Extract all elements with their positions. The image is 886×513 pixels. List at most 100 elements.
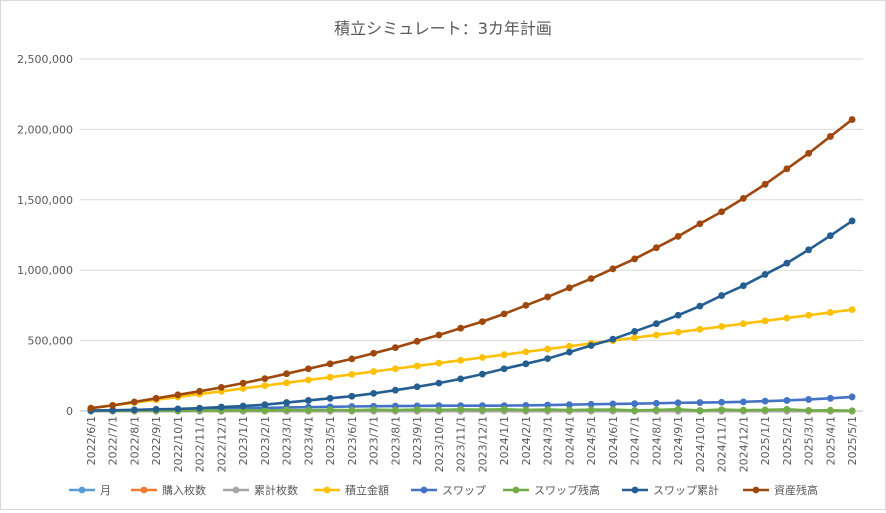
legend-label: 月 — [100, 484, 111, 497]
x-tick-label: 2024/1/1 — [498, 416, 511, 465]
data-point — [261, 401, 268, 408]
data-point — [479, 406, 486, 413]
y-tick-label: 1,500,000 — [17, 194, 73, 207]
x-tick-label: 2023/8/1 — [389, 416, 402, 465]
data-point — [762, 398, 769, 405]
data-point — [653, 406, 660, 413]
data-point — [588, 275, 595, 282]
x-tick-label: 2024/8/1 — [650, 416, 663, 465]
data-point — [479, 354, 486, 361]
data-point — [631, 328, 638, 335]
x-tick-label: 2024/7/1 — [629, 416, 642, 465]
data-point — [566, 284, 573, 291]
data-point — [827, 309, 834, 316]
data-point — [501, 365, 508, 372]
data-point — [631, 400, 638, 407]
x-tick-label: 2024/4/1 — [563, 416, 576, 465]
data-point — [261, 375, 268, 382]
data-point — [740, 320, 747, 327]
data-point — [588, 406, 595, 413]
legend-item-3: 累計枚数 — [223, 483, 298, 497]
data-point — [414, 383, 421, 390]
data-point — [762, 271, 769, 278]
legend-item-7: スワップ累計 — [622, 483, 719, 497]
data-point — [109, 402, 116, 409]
legend-label: 購入枚数 — [162, 483, 206, 497]
data-point — [718, 399, 725, 406]
data-point — [653, 332, 660, 339]
data-point — [675, 233, 682, 240]
legend-label: 積立金額 — [345, 483, 389, 497]
data-point — [588, 342, 595, 349]
data-point — [631, 334, 638, 341]
data-point — [849, 218, 856, 225]
data-point — [849, 394, 856, 401]
legend-label: スワップ累計 — [653, 483, 719, 497]
data-point — [718, 292, 725, 299]
data-point — [392, 365, 399, 372]
legend-item-6: スワップ残高 — [503, 483, 600, 497]
legend-label: スワップ — [442, 484, 486, 497]
data-point — [435, 332, 442, 339]
data-point — [805, 246, 812, 253]
data-point — [283, 399, 290, 406]
data-point — [653, 320, 660, 327]
data-point — [218, 404, 225, 411]
data-point — [348, 356, 355, 363]
x-tick-label: 2022/11/1 — [194, 416, 207, 472]
data-point — [327, 395, 334, 402]
data-point — [131, 398, 138, 405]
data-point — [348, 393, 355, 400]
data-point — [522, 406, 529, 413]
x-tick-label: 2023/9/1 — [411, 416, 424, 465]
data-point — [609, 265, 616, 272]
data-point — [131, 406, 138, 413]
data-point — [675, 329, 682, 336]
data-point — [849, 407, 856, 414]
data-point — [849, 306, 856, 313]
data-point — [544, 294, 551, 301]
x-tick-label: 2025/2/1 — [781, 416, 794, 465]
data-point — [435, 380, 442, 387]
x-tick-label: 2024/5/1 — [585, 416, 598, 465]
legend-marker — [141, 487, 148, 494]
data-point — [718, 208, 725, 215]
data-point — [174, 405, 181, 412]
data-point — [414, 406, 421, 413]
data-point — [457, 406, 464, 413]
data-point — [196, 405, 203, 412]
data-point — [522, 348, 529, 355]
x-tick-label: 2022/6/1 — [85, 416, 98, 465]
legend-item-1: 月 — [69, 484, 111, 497]
series-line — [91, 120, 852, 409]
data-point — [696, 407, 703, 414]
legend-item-4: 積立金額 — [314, 483, 389, 497]
data-point — [718, 406, 725, 413]
data-point — [370, 368, 377, 375]
data-point — [240, 380, 247, 387]
data-point — [696, 399, 703, 406]
series-line — [91, 409, 852, 411]
data-point — [783, 165, 790, 172]
data-point — [370, 390, 377, 397]
data-point — [762, 181, 769, 188]
data-point — [849, 116, 856, 123]
data-point — [653, 244, 660, 251]
data-point — [283, 407, 290, 414]
data-point — [479, 318, 486, 325]
data-point — [544, 346, 551, 353]
x-tick-label: 2024/9/1 — [672, 416, 685, 465]
data-point — [218, 384, 225, 391]
legend-label: 資産残高 — [774, 483, 818, 497]
data-point — [740, 195, 747, 202]
data-point — [762, 317, 769, 324]
legend-marker — [632, 487, 639, 494]
x-tick-label: 2023/12/1 — [476, 416, 489, 472]
x-tick-label: 2023/2/1 — [259, 416, 272, 465]
data-point — [414, 338, 421, 345]
data-point — [392, 387, 399, 394]
data-point — [827, 232, 834, 239]
x-tick-label: 2025/1/1 — [759, 416, 772, 465]
